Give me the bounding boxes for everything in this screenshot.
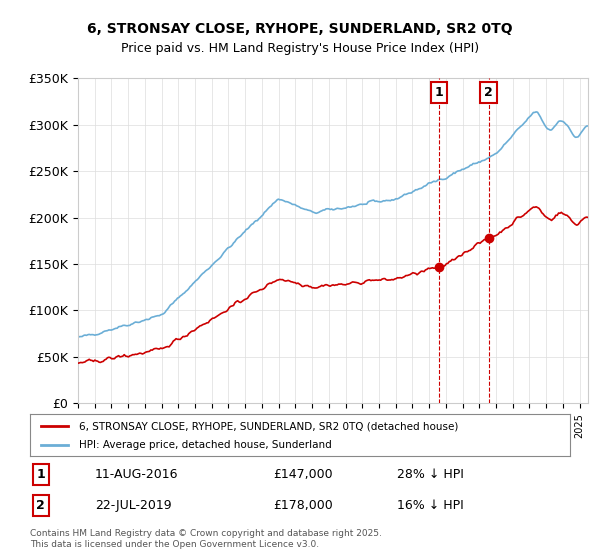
Text: £178,000: £178,000 [273,499,333,512]
Text: 1: 1 [37,468,45,481]
Text: 22-JUL-2019: 22-JUL-2019 [95,499,172,512]
Text: 28% ↓ HPI: 28% ↓ HPI [397,468,464,481]
Text: Contains HM Land Registry data © Crown copyright and database right 2025.
This d: Contains HM Land Registry data © Crown c… [30,529,382,549]
Text: 2: 2 [484,86,493,99]
Text: 2: 2 [37,499,45,512]
Text: 16% ↓ HPI: 16% ↓ HPI [397,499,464,512]
Text: HPI: Average price, detached house, Sunderland: HPI: Average price, detached house, Sund… [79,440,331,450]
Text: Price paid vs. HM Land Registry's House Price Index (HPI): Price paid vs. HM Land Registry's House … [121,42,479,55]
Text: 11-AUG-2016: 11-AUG-2016 [95,468,178,481]
Text: 6, STRONSAY CLOSE, RYHOPE, SUNDERLAND, SR2 0TQ: 6, STRONSAY CLOSE, RYHOPE, SUNDERLAND, S… [87,22,513,36]
Text: £147,000: £147,000 [273,468,332,481]
Text: 6, STRONSAY CLOSE, RYHOPE, SUNDERLAND, SR2 0TQ (detached house): 6, STRONSAY CLOSE, RYHOPE, SUNDERLAND, S… [79,421,458,431]
Text: 1: 1 [435,86,444,99]
